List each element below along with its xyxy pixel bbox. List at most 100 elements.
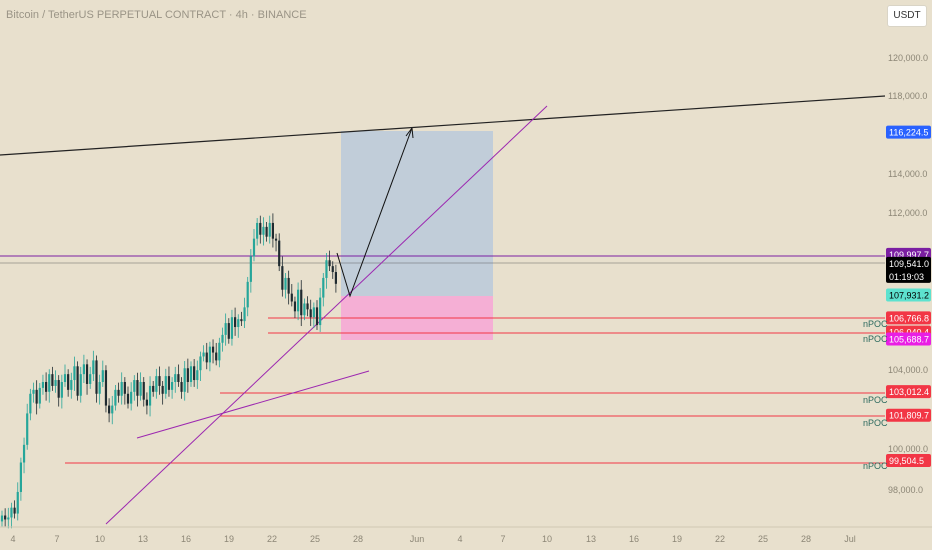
price-tag[interactable] [886, 332, 931, 346]
price-tag-label: 106,766.8 [889, 313, 929, 323]
candle-body [300, 289, 303, 316]
candle-body [133, 380, 136, 392]
candle-body [167, 376, 171, 390]
y-axis-ticks: 120,000.0 118,000.0 114,000.0 112,000.0 104,… [888, 53, 928, 495]
price-tag-label: 116,224.5 [889, 128, 928, 138]
npoc-label: nPOC [863, 461, 888, 471]
candle-body [22, 444, 26, 463]
ascending-trendline[interactable] [105, 105, 548, 525]
price-tag[interactable] [886, 125, 931, 139]
y-tick-label: 98,000.0 [888, 485, 923, 495]
candle-body [29, 393, 32, 414]
candle-body [252, 238, 256, 257]
candle-body [114, 389, 117, 406]
candle-body [256, 222, 259, 239]
candle-body [111, 405, 114, 414]
npoc-label: nPOC [863, 319, 888, 329]
x-tick-label: 25 [758, 534, 768, 544]
currency-selector-button[interactable]: USDT [887, 5, 927, 27]
y-tick-label: 118,000.0 [888, 91, 927, 101]
price-tag[interactable] [886, 288, 931, 302]
candle-body [73, 366, 76, 381]
projection-arrowhead [405, 127, 414, 139]
candle-body [164, 376, 167, 394]
candle-body [35, 389, 38, 404]
x-tick-label: 22 [267, 534, 277, 544]
candle-body [246, 281, 249, 308]
npoc-label: nPOC [863, 334, 888, 344]
candle-body [309, 309, 312, 318]
x-tick-label: 7 [500, 534, 505, 544]
candle-body [224, 323, 227, 335]
candle-body [297, 289, 300, 312]
price-tag[interactable] [886, 385, 931, 399]
candle-body [7, 517, 10, 520]
candle-body [85, 364, 89, 384]
x-tick-label: 10 [542, 534, 552, 544]
price-tag-label: 103,012.4 [889, 387, 929, 397]
x-tick-label: 25 [310, 534, 320, 544]
x-tick-label: 16 [629, 534, 639, 544]
candle-body [98, 382, 101, 394]
candle-body [16, 491, 19, 514]
candle-body [221, 334, 224, 343]
npoc-labels: nPOC nPOC nPOC nPOC nPOC [863, 319, 888, 471]
x-tick-label: 13 [138, 534, 148, 544]
price-tag[interactable] [886, 256, 931, 283]
candle-body [293, 301, 297, 312]
candle-body [284, 277, 287, 290]
candle-body [312, 307, 315, 318]
x-tick-label: 4 [10, 534, 15, 544]
price-tag-label: 109,997.7 [889, 250, 929, 260]
candle-body [237, 319, 240, 328]
price-tag[interactable] [886, 408, 931, 422]
candle-body [234, 317, 237, 328]
projection-path[interactable] [336, 127, 413, 298]
candle-body [281, 266, 284, 290]
candle-body [82, 364, 85, 375]
candles-group [0, 213, 337, 529]
candle-body [171, 382, 174, 390]
candle-body [4, 515, 7, 520]
channel-resistance-line[interactable] [0, 95, 886, 156]
candle-body [161, 385, 164, 394]
candle-body [158, 376, 161, 386]
candle-body [142, 382, 145, 400]
candle-body [126, 393, 130, 404]
price-tag-label: 101,809.7 [889, 411, 929, 421]
candle-body [189, 366, 193, 382]
candle-body [41, 382, 45, 388]
candle-body [322, 277, 325, 298]
price-tag[interactable] [886, 311, 931, 325]
candle-body [136, 380, 139, 396]
candle-body [54, 380, 57, 386]
candle-body [315, 307, 319, 326]
candle-body [205, 352, 208, 363]
candle-body [95, 360, 98, 394]
candle-body [227, 323, 230, 339]
candle-body [240, 319, 243, 322]
x-tick-label: 22 [715, 534, 725, 544]
y-tick-label: 112,000.0 [888, 208, 927, 218]
candle-body [199, 356, 202, 371]
support-trendline[interactable] [136, 370, 370, 439]
candle-body [218, 342, 221, 361]
candle-body [70, 380, 73, 390]
candle-body [152, 385, 155, 392]
npoc-label: nPOC [863, 395, 888, 405]
y-tick-label: 100,000.0 [888, 444, 928, 454]
candle-body [108, 405, 111, 414]
price-tag-label: 107,931.2 [889, 290, 929, 300]
target-profit-zone[interactable] [341, 131, 493, 296]
x-tick-label: 13 [586, 534, 596, 544]
candle-body [193, 366, 196, 381]
price-tag-label: 105,688.7 [889, 335, 929, 345]
candle-body [130, 391, 133, 404]
price-tag[interactable] [886, 453, 931, 467]
candle-body [51, 374, 54, 386]
candle-body [104, 370, 108, 406]
candle-body [331, 266, 334, 273]
